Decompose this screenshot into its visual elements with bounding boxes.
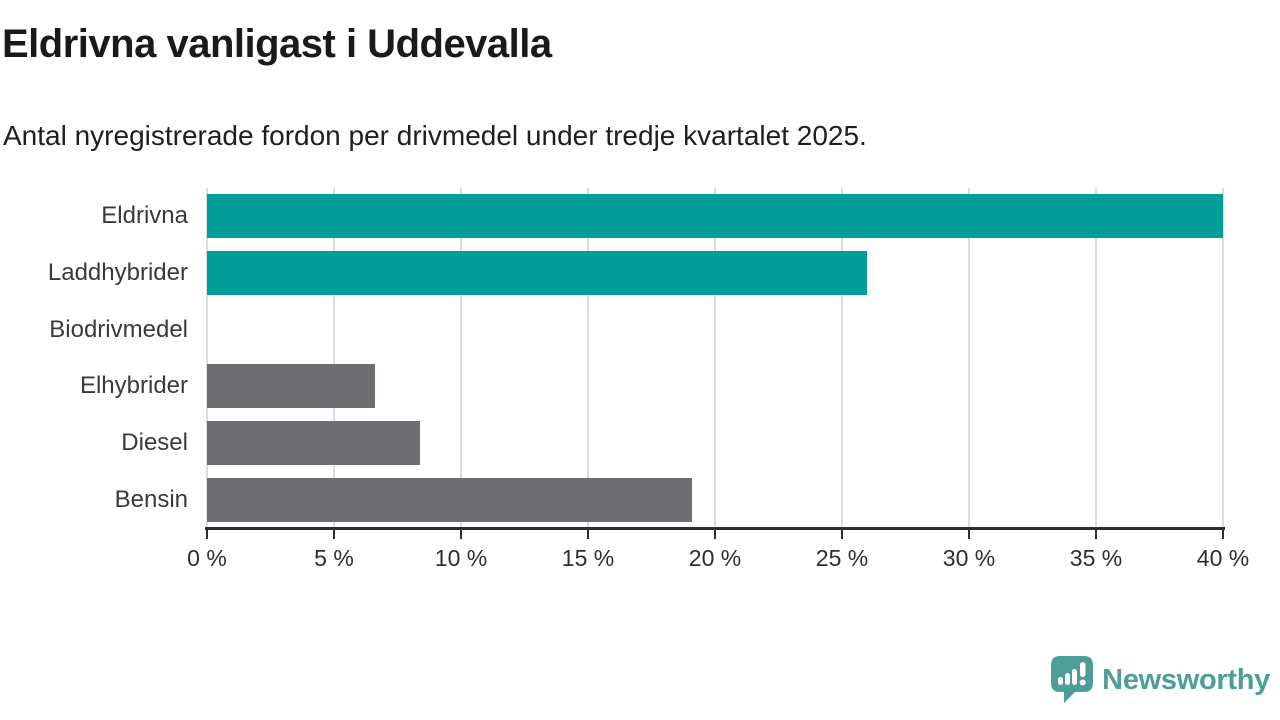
- x-tick-30: [968, 530, 970, 539]
- x-tick-20: [714, 530, 716, 539]
- gridline-5: [333, 188, 335, 528]
- gridline-35: [1095, 188, 1097, 528]
- bar-eldrivna: [207, 194, 1223, 239]
- x-tick-25: [841, 530, 843, 539]
- gridline-20: [714, 188, 716, 528]
- gridline-15: [587, 188, 589, 528]
- brand-name: Newsworthy: [1102, 663, 1270, 696]
- gridline-25: [841, 188, 843, 528]
- x-tick-label-20: 20 %: [688, 545, 742, 571]
- gridline-10: [460, 188, 462, 528]
- x-tick-label-35: 35 %: [1069, 545, 1123, 571]
- bar-bensin: [207, 477, 693, 522]
- x-tick-label-15: 15 %: [561, 545, 615, 571]
- bar-diesel: [207, 421, 421, 465]
- x-tick-0: [206, 530, 208, 539]
- x-tick-label-40: 40 %: [1196, 545, 1250, 571]
- newsworthy-logo-icon: [1051, 656, 1094, 703]
- x-tick-label-30: 30 %: [942, 545, 996, 571]
- x-tick-10: [460, 530, 462, 539]
- category-label-diesel: Diesel: [121, 428, 188, 456]
- bar-laddhybrider: [207, 251, 868, 295]
- chart-subtitle: Antal nyregistrerade fordon per drivmede…: [3, 120, 867, 151]
- gridline-0: [206, 188, 208, 528]
- category-label-biodrivmedel: Biodrivmedel: [49, 315, 188, 343]
- category-label-bensin: Bensin: [114, 485, 188, 513]
- bar-elhybrider: [207, 364, 375, 409]
- x-tick-label-0: 0 %: [187, 545, 227, 571]
- x-tick-5: [333, 530, 335, 539]
- x-axis-line: [205, 527, 1225, 530]
- x-tick-35: [1095, 530, 1097, 539]
- category-label-elhybrider: Elhybrider: [79, 372, 188, 400]
- x-tick-label-25: 25 %: [815, 545, 869, 571]
- category-labels: Eldrivna Laddhybrider Biodrivmedel Elhybrid…: [0, 188, 192, 528]
- brand-footer: Newsworthy: [1051, 656, 1270, 704]
- x-tick-15: [587, 530, 589, 539]
- x-tick-label-5: 5 %: [314, 545, 354, 571]
- x-tick-label-10: 10 %: [434, 545, 488, 571]
- chart-title: Eldrivna vanligast i Uddevalla: [2, 22, 552, 66]
- gridline-40: [1222, 188, 1224, 528]
- x-tick-40: [1222, 530, 1224, 539]
- plot-area: [206, 188, 1224, 528]
- category-label-eldrivna: Eldrivna: [101, 202, 188, 230]
- category-label-laddhybrider: Laddhybrider: [47, 258, 188, 286]
- gridline-30: [968, 188, 970, 528]
